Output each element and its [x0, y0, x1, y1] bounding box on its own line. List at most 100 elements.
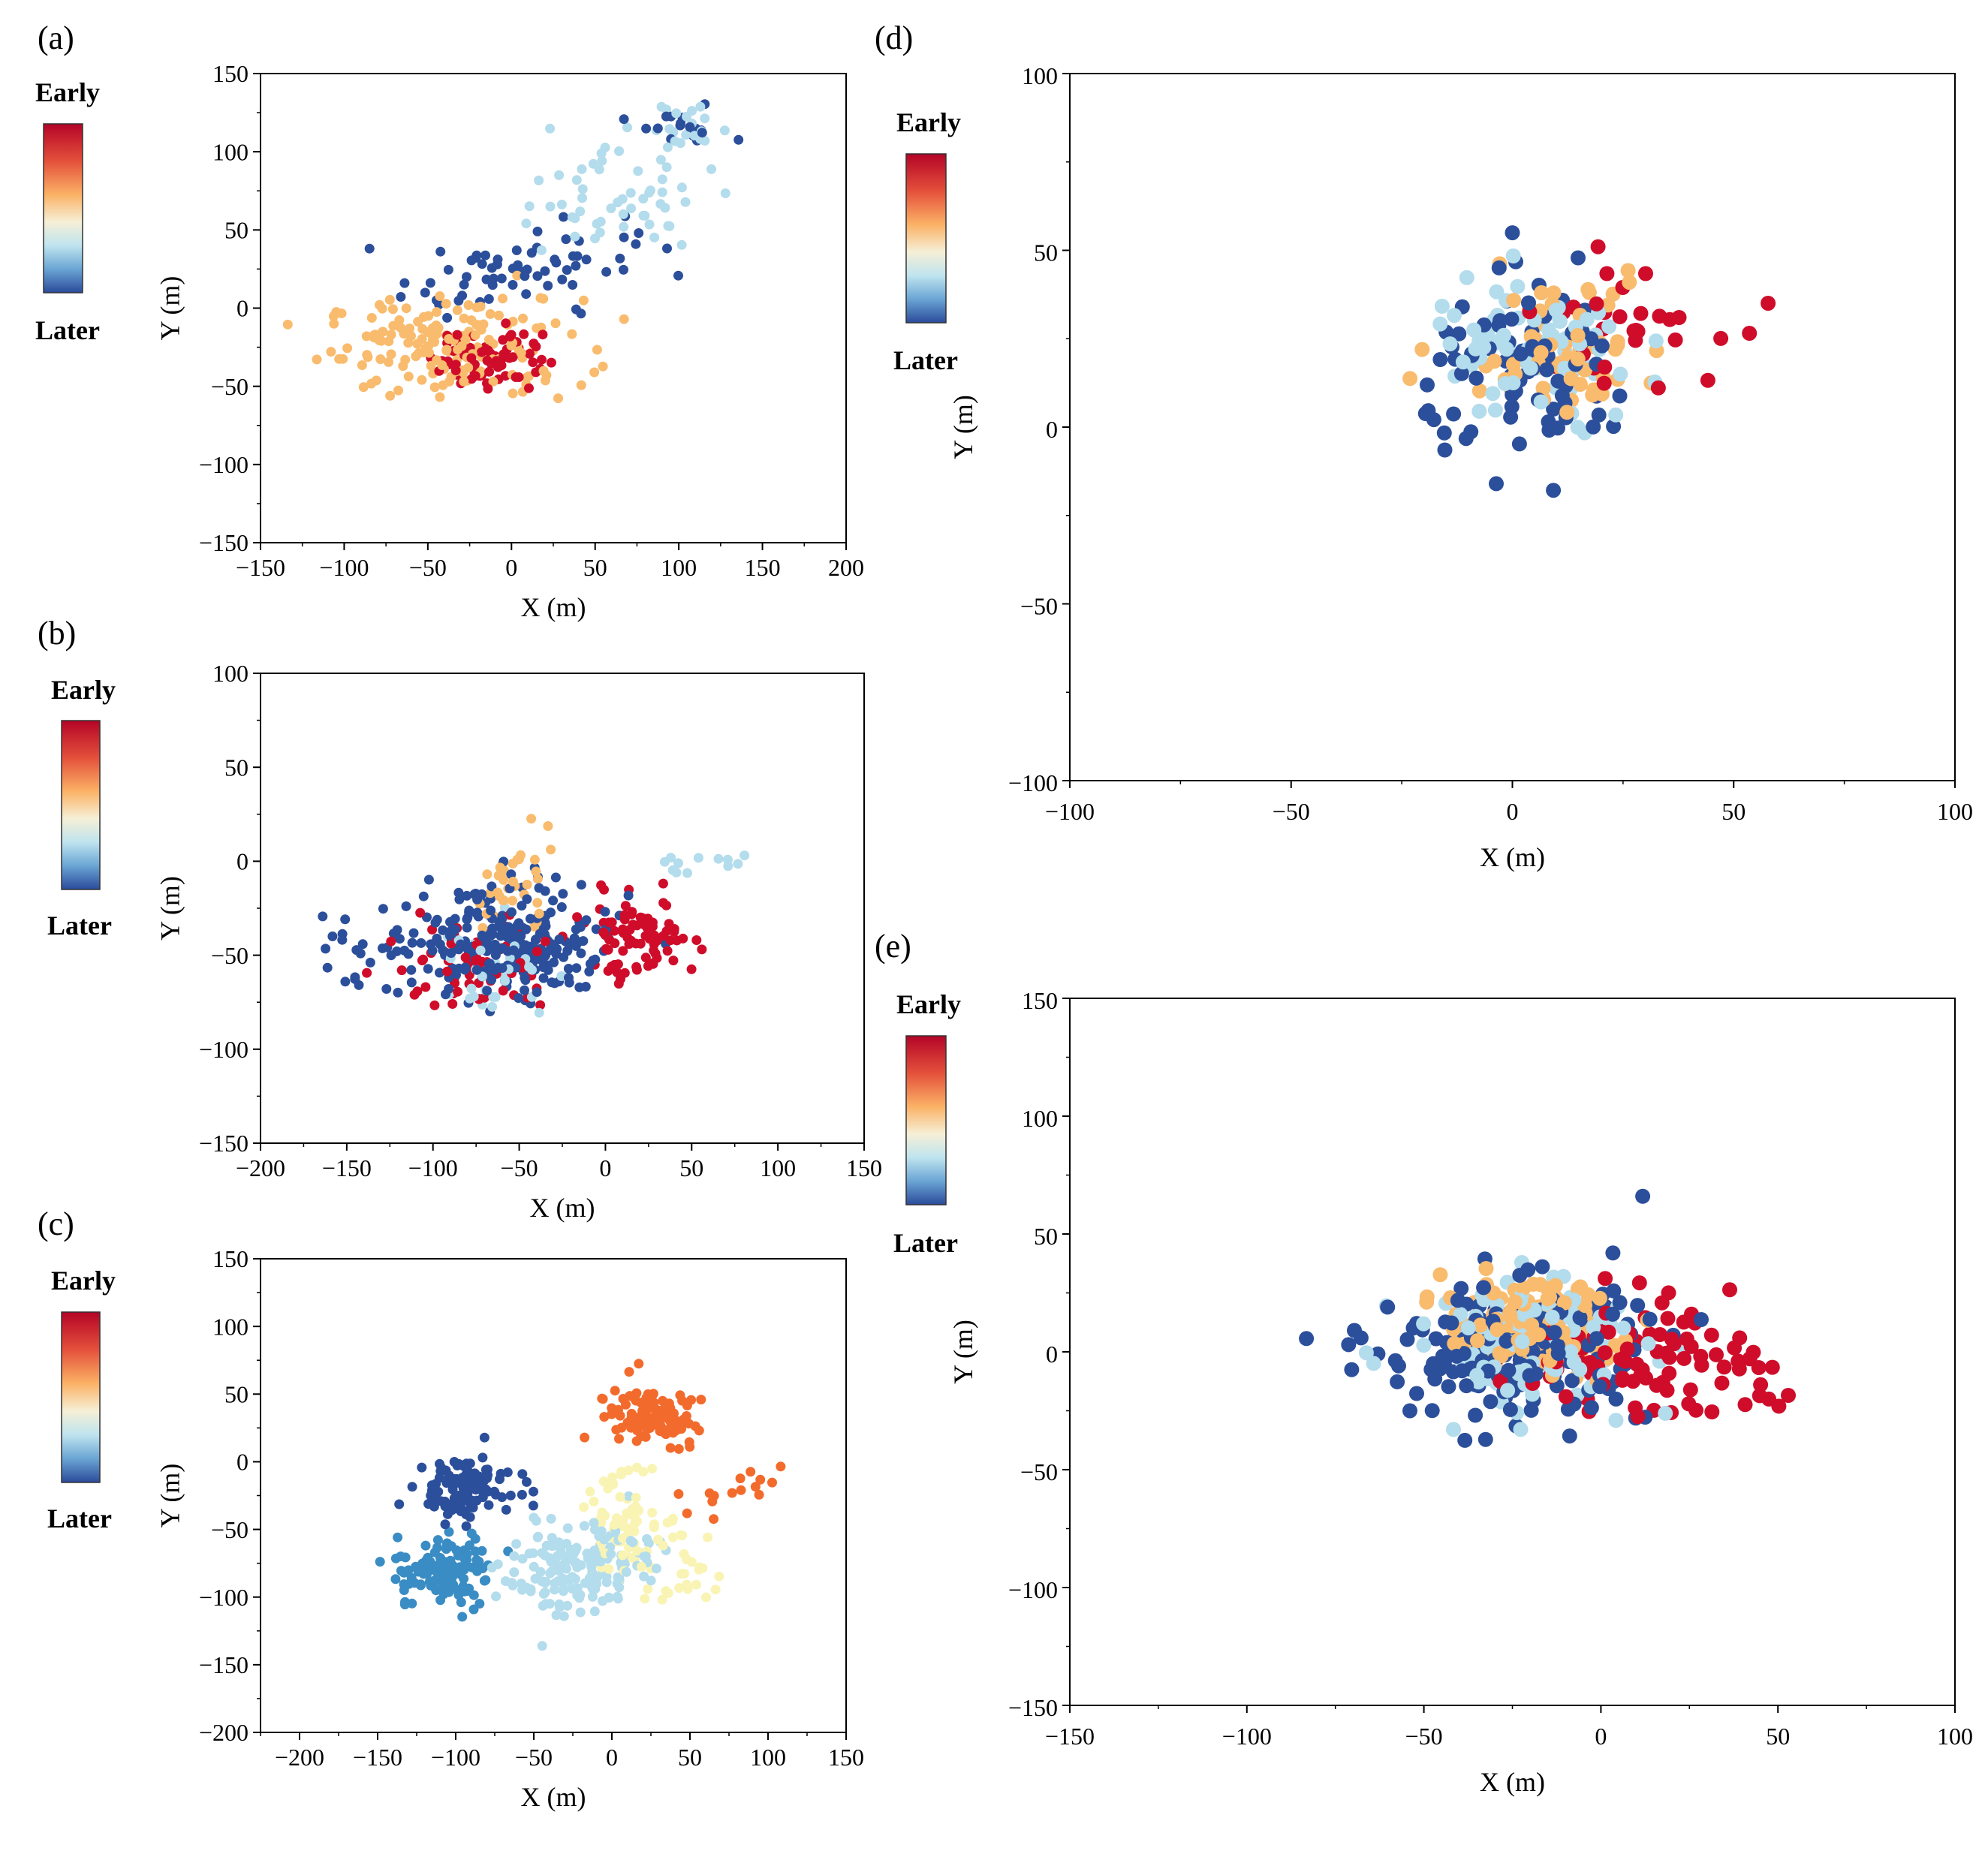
data-point	[1466, 322, 1482, 338]
data-point	[1598, 1271, 1613, 1287]
panel-label: (c)	[38, 1205, 74, 1242]
data-point	[521, 218, 532, 229]
data-point	[426, 360, 436, 371]
data-point	[1622, 275, 1637, 290]
data-point	[362, 350, 372, 360]
data-point	[491, 1591, 502, 1602]
x-axis: −200 −150 −100 −50 0 50 100 150 X (m)	[236, 1143, 882, 1223]
data-point	[342, 343, 353, 354]
data-point	[662, 142, 673, 152]
data-point	[618, 924, 628, 935]
data-point	[631, 1421, 642, 1431]
data-point	[554, 170, 565, 180]
data-point	[618, 209, 628, 219]
data-point	[495, 1474, 505, 1485]
y-tick-label: 0	[1046, 416, 1058, 443]
data-point	[673, 1488, 684, 1499]
data-point	[422, 1556, 432, 1567]
colorbar-gradient	[905, 153, 947, 324]
data-point	[1547, 1325, 1562, 1341]
data-point	[1554, 388, 1570, 404]
data-point	[1579, 312, 1595, 327]
data-point	[540, 266, 550, 276]
data-point	[508, 945, 519, 956]
colorbar: Early Later	[35, 77, 100, 345]
panel-label: (a)	[38, 20, 74, 56]
data-point	[578, 295, 589, 305]
data-point	[634, 1359, 644, 1369]
data-point	[563, 964, 574, 974]
data-point	[562, 1600, 573, 1611]
data-point	[540, 936, 550, 947]
data-point	[432, 307, 442, 318]
data-point	[1419, 1289, 1435, 1305]
y-axis-label: Y (m)	[155, 276, 185, 341]
x-tick-label: −150	[1045, 1723, 1095, 1750]
data-point	[442, 966, 453, 977]
data-point	[489, 965, 500, 975]
data-point	[550, 1578, 560, 1588]
data-point	[386, 936, 396, 947]
data-point	[1387, 1353, 1403, 1368]
data-point	[1494, 330, 1510, 346]
data-point	[540, 918, 550, 929]
data-point	[631, 965, 642, 975]
data-point	[1589, 1331, 1604, 1347]
data-point	[548, 895, 559, 906]
data-point	[461, 1469, 471, 1479]
data-point	[522, 372, 532, 383]
data-point	[567, 212, 577, 222]
data-point	[776, 1461, 786, 1472]
data-point	[477, 922, 488, 933]
data-point	[517, 1585, 527, 1595]
data-point	[501, 1504, 511, 1515]
data-point	[446, 938, 456, 949]
data-point	[1610, 337, 1625, 353]
data-point	[670, 1415, 680, 1425]
data-point	[662, 243, 672, 254]
data-point	[417, 375, 427, 385]
data-point	[384, 336, 394, 347]
data-point	[447, 1499, 457, 1509]
data-point	[661, 111, 671, 122]
data-point	[378, 943, 387, 953]
data-point	[625, 1509, 636, 1520]
data-point	[1426, 1356, 1441, 1371]
data-point	[357, 939, 368, 950]
x-axis-label: X (m)	[530, 1193, 595, 1223]
y-tick-label: −100	[1008, 1576, 1058, 1603]
data-point	[635, 938, 646, 949]
data-point	[517, 901, 527, 911]
data-point	[521, 924, 532, 935]
data-point	[552, 944, 562, 954]
data-point	[378, 904, 388, 914]
data-point	[577, 164, 587, 174]
data-point	[452, 330, 462, 340]
data-point	[545, 123, 556, 134]
data-point	[534, 175, 544, 185]
data-point	[1437, 442, 1453, 458]
data-point	[554, 935, 565, 944]
data-point	[1577, 1298, 1593, 1314]
data-point	[483, 384, 493, 394]
data-point	[562, 1523, 573, 1533]
data-point	[709, 1514, 719, 1524]
data-point	[508, 280, 518, 290]
data-point	[514, 993, 524, 1004]
data-point	[499, 874, 509, 885]
data-point	[447, 1580, 457, 1591]
data-point	[1761, 296, 1776, 311]
data-point	[433, 323, 444, 333]
data-point	[527, 965, 537, 975]
data-point	[1451, 326, 1467, 342]
y-tick-label: −50	[211, 942, 248, 969]
data-point	[1648, 333, 1664, 349]
data-point	[650, 1405, 661, 1416]
panel-d: (d) Early Later −100 −50 0 50 100 X (m) −100 −50 0 5…	[875, 20, 1973, 872]
data-point	[1483, 1394, 1499, 1410]
data-point	[485, 308, 495, 319]
data-point	[571, 260, 581, 271]
data-point	[1468, 341, 1483, 357]
data-point	[1416, 1316, 1432, 1332]
data-point	[553, 1560, 563, 1570]
